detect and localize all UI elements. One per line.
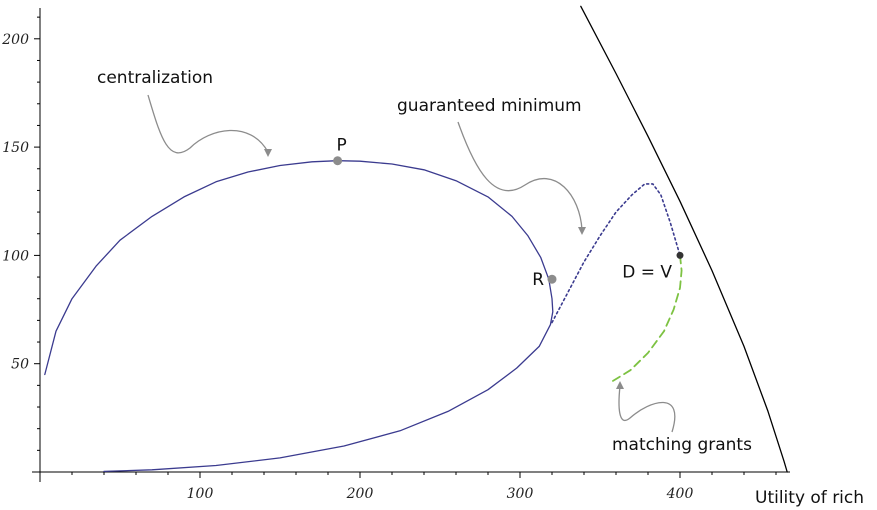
centralization-arrow-head xyxy=(264,149,272,157)
series-layer xyxy=(44,5,788,473)
y-tick-label: 50 xyxy=(11,357,29,373)
x-tick-label: 200 xyxy=(346,486,374,502)
point-markers xyxy=(333,156,684,284)
annotation-arrows xyxy=(147,94,676,433)
centralization-annotation: centralization xyxy=(97,68,213,88)
point-marker xyxy=(676,251,684,259)
matching-grants-arrow-head xyxy=(616,381,624,389)
matching-curve xyxy=(611,254,683,382)
axes: 100 200 300 400 50 100 150 200 xyxy=(1,8,790,502)
y-tick-label: 100 xyxy=(2,248,29,264)
x-axis-title: Utility of rich xyxy=(755,488,864,508)
guaranteed-minimum-arrow xyxy=(457,121,583,231)
x-tick-label: 400 xyxy=(666,486,694,502)
centralization-arrow xyxy=(147,94,269,154)
point-marker xyxy=(547,274,557,284)
point-P-label: P xyxy=(336,136,346,156)
point-D-V-label: D = V xyxy=(622,262,672,282)
guaranteed-minimum-annotation: guaranteed minimum xyxy=(397,96,582,116)
matching-grants-arrow xyxy=(618,385,676,433)
x-tick-label: 300 xyxy=(507,486,534,502)
frontier-curve xyxy=(580,5,788,473)
y-tick-label: 150 xyxy=(2,140,29,156)
point-R-label: R xyxy=(532,270,544,290)
centralization-curve xyxy=(44,160,554,473)
x-tick-label: 100 xyxy=(187,486,214,502)
axis-ticks: 100 200 300 400 50 100 150 200 xyxy=(1,16,777,502)
guaranteed-minimum-arrow-head xyxy=(578,227,586,235)
guaranteed-curve xyxy=(551,183,681,324)
point-marker xyxy=(333,156,343,166)
y-tick-label: 200 xyxy=(1,32,29,48)
matching-grants-annotation: matching grants xyxy=(612,435,752,455)
